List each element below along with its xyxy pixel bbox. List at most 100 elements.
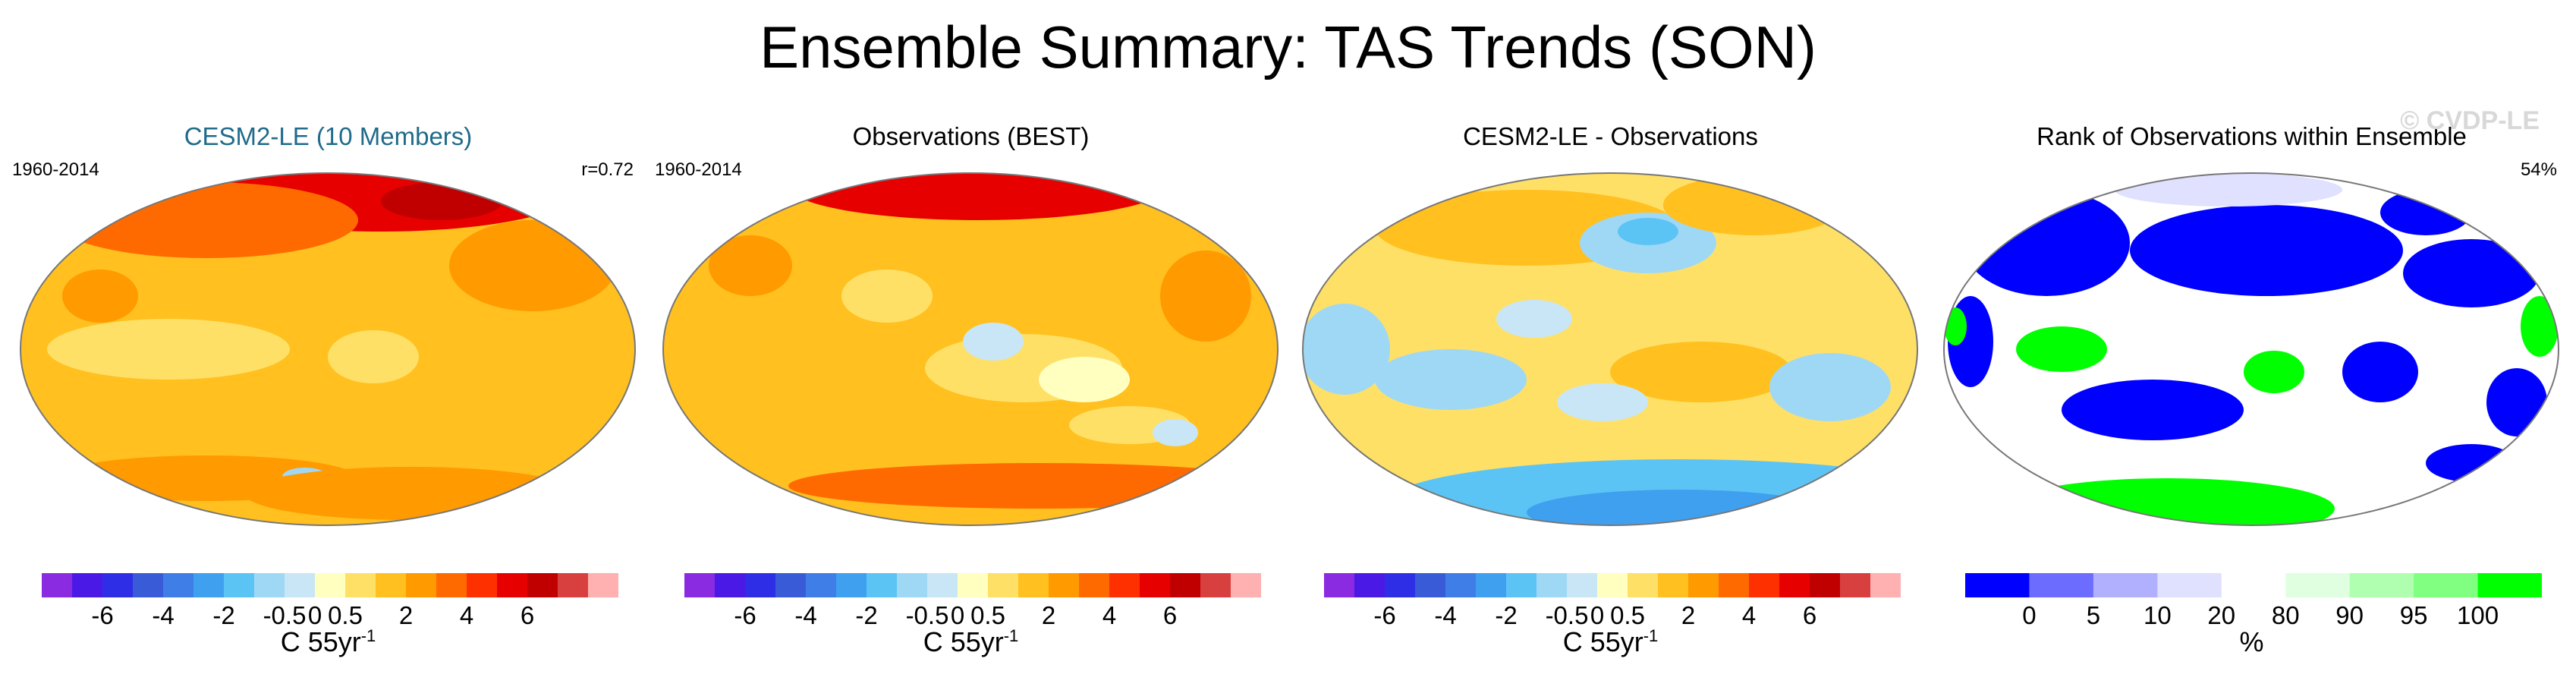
colorbar-swatch xyxy=(958,573,989,597)
colorbar-swatch xyxy=(376,573,407,597)
colorbar-unit: C 55yr-1 xyxy=(923,626,1019,657)
colorbar-swatch xyxy=(345,573,376,597)
colorbar-swatch xyxy=(775,573,807,597)
colorbar-tick-label: 0 xyxy=(2022,601,2037,629)
colorbar-swatch xyxy=(1109,573,1140,597)
colorbar xyxy=(1324,573,1901,597)
colorbar-tick-label: 6 xyxy=(1802,601,1817,629)
colorbar-swatch xyxy=(315,573,346,597)
trend-map xyxy=(662,172,1279,526)
colorbar-tick-label: -0.5 xyxy=(263,601,307,629)
colorbar-tick-label: 2 xyxy=(1681,601,1696,629)
colorbar-swatch xyxy=(193,573,225,597)
colorbar-swatch xyxy=(1385,573,1416,597)
colorbar-swatch xyxy=(1628,573,1659,597)
colorbar-tick-label: -4 xyxy=(1434,601,1457,629)
colorbar-swatch xyxy=(102,573,134,597)
colorbar-tick-label: 100 xyxy=(2457,601,2499,629)
colorbar-tick-label: 20 xyxy=(2207,601,2236,629)
colorbar-swatch xyxy=(224,573,255,597)
colorbar-swatch xyxy=(2029,573,2094,597)
colorbar-tick-label: -0.5 xyxy=(1545,601,1589,629)
colorbar-tick-label: 6 xyxy=(520,601,535,629)
colorbar-tick-label: 4 xyxy=(1741,601,1757,629)
trend-map xyxy=(1302,172,1918,526)
colorbar-tick-label: 0.5 xyxy=(1610,601,1645,629)
colorbar-tick-label: 4 xyxy=(1102,601,1117,629)
colorbar-swatch xyxy=(42,573,73,597)
colorbar-unit: C 55yr-1 xyxy=(280,626,376,657)
colorbar-tick-label: 5 xyxy=(2086,601,2101,629)
rank-map xyxy=(1943,172,2559,526)
colorbar-tick-label: 80 xyxy=(2271,601,2300,629)
colorbar-tick-label: 0.5 xyxy=(328,601,363,629)
colorbar-swatch xyxy=(2093,573,2158,597)
colorbar-swatch xyxy=(163,573,194,597)
colorbar-swatch xyxy=(2285,573,2351,597)
colorbar-swatch xyxy=(1597,573,1628,597)
watermark: © CVDP-LE xyxy=(2400,106,2540,135)
colorbar-swatch xyxy=(806,573,837,597)
colorbar-swatch xyxy=(2157,573,2222,597)
colorbar-swatch xyxy=(72,573,103,597)
colorbar-swatch xyxy=(1324,573,1355,597)
colorbar-swatch xyxy=(1231,573,1261,597)
period-label: 1960-2014 xyxy=(655,159,742,180)
colorbar-tick-label: -4 xyxy=(152,601,175,629)
colorbar-tick-label: 0 xyxy=(307,601,322,629)
colorbar-swatch xyxy=(254,573,285,597)
colorbar-swatch xyxy=(1170,573,1201,597)
colorbar-swatch xyxy=(745,573,776,597)
colorbar-swatch xyxy=(988,573,1019,597)
colorbar-tick-label: 0 xyxy=(950,601,965,629)
colorbar-swatch xyxy=(1810,573,1841,597)
colorbar-tick-label: 90 xyxy=(2335,601,2364,629)
colorbar-swatch xyxy=(558,573,589,597)
colorbar-swatch xyxy=(497,573,528,597)
colorbar-tick-label: -4 xyxy=(794,601,817,629)
colorbar-swatch xyxy=(1018,573,1049,597)
colorbar-tick-label: 0 xyxy=(1590,601,1605,629)
period-label: 1960-2014 xyxy=(12,159,99,180)
panel-observations: Observations (BEST) 1960-2014 -6 -4 -2 -0.5… xyxy=(650,114,1291,687)
colorbar-swatch xyxy=(527,573,558,597)
colorbar-swatch xyxy=(1536,573,1568,597)
colorbar-unit: C 55yr-1 xyxy=(1562,626,1659,657)
panel-rank: Rank of Observations within Ensemble 54%… xyxy=(1931,114,2572,687)
colorbar-swatch xyxy=(133,573,164,597)
colorbar-swatch xyxy=(1779,573,1810,597)
colorbar-swatch xyxy=(1140,573,1171,597)
colorbar-tick-label: -6 xyxy=(1373,601,1396,629)
colorbar xyxy=(42,573,618,597)
colorbar-swatch xyxy=(1415,573,1446,597)
colorbar-swatch xyxy=(897,573,928,597)
colorbar-swatch xyxy=(436,573,467,597)
colorbar-swatch xyxy=(715,573,746,597)
colorbar-tick-label: 2 xyxy=(1041,601,1056,629)
trend-map xyxy=(20,172,636,526)
colorbar-swatch xyxy=(2349,573,2414,597)
colorbar-tick-label: 4 xyxy=(459,601,474,629)
colorbar-tick-label: -0.5 xyxy=(905,601,949,629)
panel-title: Observations (BEST) xyxy=(852,122,1090,150)
colorbar-swatch xyxy=(467,573,498,597)
colorbar-tick-label: -2 xyxy=(855,601,878,629)
colorbar-tick-label: 6 xyxy=(1162,601,1178,629)
colorbar-tick-label: 2 xyxy=(398,601,414,629)
colorbar-swatch xyxy=(1049,573,1080,597)
colorbar-swatch xyxy=(684,573,716,597)
colorbar-swatch xyxy=(406,573,437,597)
correlation-label: r=0.72 xyxy=(581,159,634,180)
figure-title: Ensemble Summary: TAS Trends (SON) xyxy=(760,14,1816,80)
colorbar-swatch xyxy=(1840,573,1871,597)
colorbar-tick-label: 0.5 xyxy=(970,601,1005,629)
colorbar-swatch xyxy=(2477,573,2542,597)
colorbar-tick-label: -2 xyxy=(1495,601,1518,629)
colorbar-swatch xyxy=(1476,573,1507,597)
colorbar-swatch xyxy=(1567,573,1598,597)
colorbar-swatch xyxy=(1719,573,1750,597)
colorbar xyxy=(684,573,1261,597)
colorbar-swatch xyxy=(1688,573,1719,597)
colorbar-swatch xyxy=(1965,573,2030,597)
colorbar-tick-label: -2 xyxy=(212,601,235,629)
